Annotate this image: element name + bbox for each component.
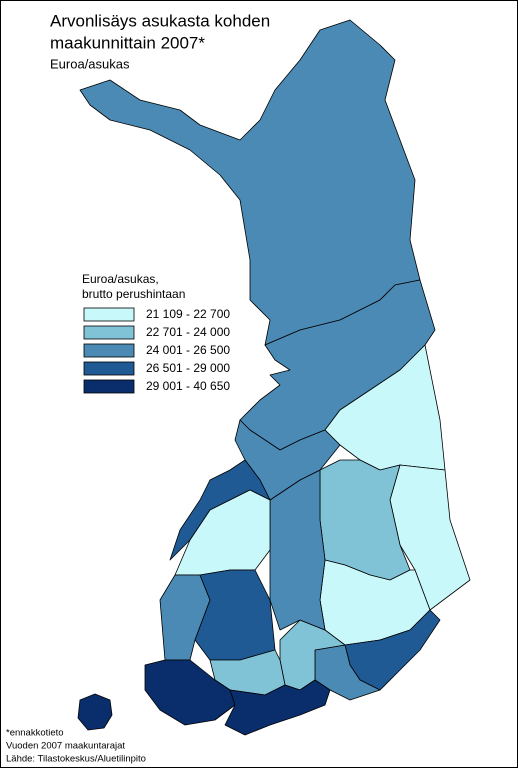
legend-label: 21 109 - 22 700	[146, 307, 230, 321]
region	[77, 693, 113, 731]
legend-label: 26 501 - 29 000	[146, 361, 230, 375]
legend-swatch	[83, 361, 135, 376]
legend-swatch	[83, 343, 135, 358]
subtitle: Euroa/asukas	[50, 56, 130, 71]
map	[77, 19, 471, 736]
region	[324, 344, 446, 471]
legend-swatch	[83, 307, 135, 322]
footnote: Vuoden 2007 maakuntarajat	[6, 741, 125, 752]
legend-title: brutto perushintaan	[82, 287, 185, 301]
legend-label: 22 701 - 24 000	[146, 325, 230, 339]
footnote: Lähde: Tilastokeskus/Aluetilinpito	[6, 754, 146, 765]
title-line: maakunnittain 2007*	[50, 33, 205, 52]
legend-label: 29 001 - 40 650	[146, 379, 230, 393]
legend: 21 109 - 22 700 22 701 - 24 000 24 001 - 2…	[83, 307, 230, 394]
legend-title: Euroa/asukas,	[82, 272, 159, 286]
legend-swatch	[83, 379, 135, 394]
title-line: Arvonlisäys asukasta kohden	[50, 11, 270, 30]
region	[224, 679, 331, 736]
region	[79, 19, 421, 346]
legend-swatch	[83, 325, 135, 340]
footnote: *ennakkotieto	[6, 728, 64, 739]
legend-label: 24 001 - 26 500	[146, 343, 230, 357]
